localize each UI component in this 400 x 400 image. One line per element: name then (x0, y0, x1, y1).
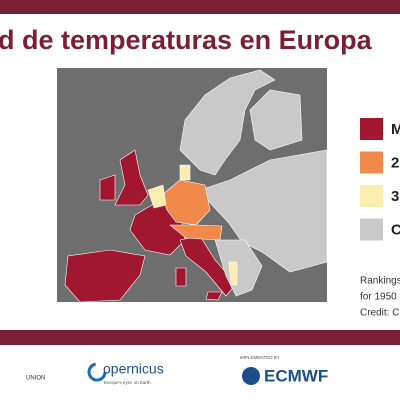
country (179, 69, 276, 176)
legend-swatch (360, 118, 383, 140)
note-line: for 1950 (360, 292, 397, 303)
legend-label: C (391, 221, 400, 238)
note-line: Credit: C (360, 308, 399, 319)
country (64, 249, 146, 303)
map (64, 69, 328, 303)
country (205, 291, 223, 301)
bottom-bar (0, 330, 400, 345)
legend-label: M (391, 121, 400, 138)
country (175, 267, 187, 287)
legend-swatch (360, 151, 383, 174)
footer-left: UNION (26, 376, 45, 382)
country (249, 89, 303, 151)
legend-label: 2 (391, 154, 399, 171)
copernicus-tagline: Europe's eyes on Earth (104, 380, 151, 385)
top-bar (0, 0, 400, 14)
country (99, 174, 116, 201)
legend-label: 3 (391, 188, 399, 205)
country (179, 164, 191, 181)
legend-swatch (360, 185, 383, 207)
country (169, 224, 223, 241)
country (199, 149, 328, 273)
country (214, 239, 263, 297)
legend-swatch (360, 218, 383, 241)
country (228, 261, 238, 286)
ecmwf-name: ECMWF (264, 366, 328, 385)
note-line: Rankings (360, 276, 400, 287)
ecmwf-logo (242, 367, 260, 385)
implemented-by: IMPLEMENTED BY (240, 355, 280, 360)
legend: M 2 3 C (360, 118, 400, 241)
copernicus-name: opernicus (103, 361, 164, 377)
country (147, 184, 167, 209)
title: d de temperaturas en Europa (0, 25, 373, 55)
country (161, 179, 211, 226)
copernicus-logo (87, 362, 107, 382)
country (114, 149, 149, 206)
country (179, 235, 237, 297)
